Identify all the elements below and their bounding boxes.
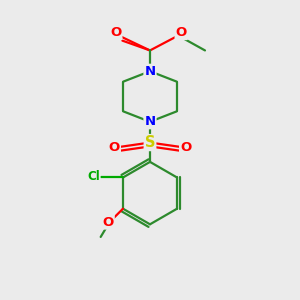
Text: O: O	[109, 140, 120, 154]
Text: Cl: Cl	[87, 169, 100, 182]
Text: O: O	[176, 26, 187, 39]
Text: O: O	[110, 26, 122, 39]
Text: N: N	[144, 115, 156, 128]
Text: O: O	[103, 216, 114, 229]
Text: S: S	[145, 135, 155, 150]
Text: O: O	[180, 140, 191, 154]
Text: N: N	[144, 65, 156, 78]
